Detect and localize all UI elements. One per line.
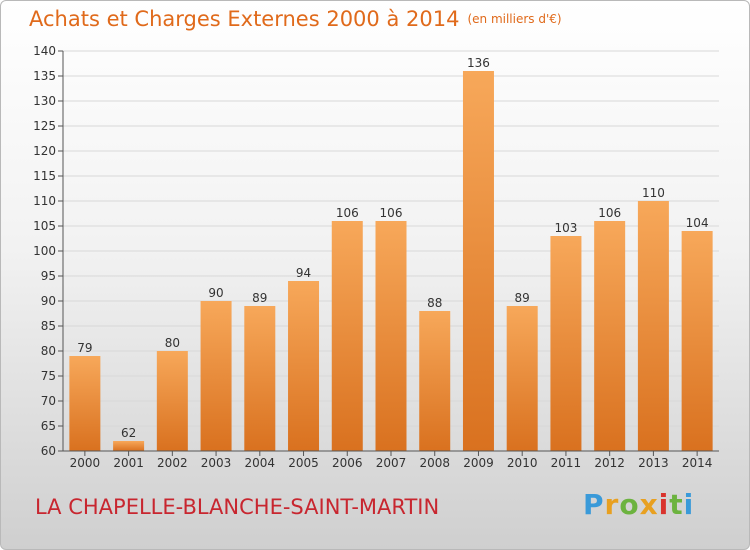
y-tick-label: 135 bbox=[33, 69, 56, 83]
x-tick-label-2000: 2000 bbox=[70, 456, 101, 470]
logo-letter: t bbox=[669, 488, 684, 521]
value-label-2013: 110 bbox=[642, 186, 665, 200]
x-tick-label-2008: 2008 bbox=[419, 456, 450, 470]
y-tick-label: 130 bbox=[33, 94, 56, 108]
y-tick-label: 95 bbox=[41, 269, 56, 283]
y-tick-label: 140 bbox=[33, 44, 56, 58]
x-tick-label-2012: 2012 bbox=[594, 456, 625, 470]
y-tick-label: 110 bbox=[33, 194, 56, 208]
y-tick-label: 75 bbox=[41, 369, 56, 383]
bar-2009 bbox=[462, 71, 494, 451]
x-tick-label-2011: 2011 bbox=[551, 456, 582, 470]
bar-2006 bbox=[331, 221, 363, 451]
x-tick-label-2013: 2013 bbox=[638, 456, 669, 470]
value-label-2008: 88 bbox=[427, 296, 442, 310]
x-tick-label-2003: 2003 bbox=[201, 456, 232, 470]
chart-title: Achats et Charges Externes 2000 à 2014 (e… bbox=[29, 7, 562, 31]
bar-2004 bbox=[244, 306, 276, 451]
y-tick-label: 90 bbox=[41, 294, 56, 308]
bar-2010 bbox=[506, 306, 538, 451]
bar-2001 bbox=[113, 441, 145, 451]
logo-letter: P bbox=[583, 488, 605, 521]
bar-layer: 79 62 80 90 89 94 106 106 88 136 89 103 106 110 104 bbox=[69, 56, 713, 451]
value-label-2009: 136 bbox=[467, 56, 490, 70]
x-tick-label-2001: 2001 bbox=[113, 456, 144, 470]
proxiti-logo[interactable]: Proxiti bbox=[583, 488, 694, 521]
value-label-2002: 80 bbox=[165, 336, 180, 350]
location-label: LA CHAPELLE-BLANCHE-SAINT-MARTIN bbox=[35, 495, 440, 519]
x-tick-label-2014: 2014 bbox=[682, 456, 713, 470]
x-tick-label-2004: 2004 bbox=[245, 456, 276, 470]
bar-2011 bbox=[550, 236, 582, 451]
bar-2007 bbox=[375, 221, 407, 451]
x-tick-label-2006: 2006 bbox=[332, 456, 363, 470]
bar-2012 bbox=[594, 221, 626, 451]
x-tick-label-2002: 2002 bbox=[157, 456, 188, 470]
logo-letter: o bbox=[619, 488, 640, 521]
y-tick-label: 120 bbox=[33, 144, 56, 158]
y-tick-label: 125 bbox=[33, 119, 56, 133]
logo-letter: i bbox=[658, 488, 670, 521]
bar-2013 bbox=[637, 201, 669, 451]
y-tick-label: 60 bbox=[41, 444, 56, 458]
y-tick-label: 80 bbox=[41, 344, 56, 358]
bar-2005 bbox=[288, 281, 320, 451]
x-tick-label-2009: 2009 bbox=[463, 456, 494, 470]
bar-2003 bbox=[200, 301, 232, 451]
value-label-2006: 106 bbox=[336, 206, 359, 220]
y-tick-label: 70 bbox=[41, 394, 56, 408]
value-label-2012: 106 bbox=[598, 206, 621, 220]
value-label-2014: 104 bbox=[686, 216, 709, 230]
y-tick-label: 115 bbox=[33, 169, 56, 183]
value-label-2010: 89 bbox=[515, 291, 530, 305]
logo-letter: r bbox=[604, 488, 620, 521]
value-label-2003: 90 bbox=[208, 286, 223, 300]
x-tick-label-2005: 2005 bbox=[288, 456, 319, 470]
y-tick-label: 65 bbox=[41, 419, 56, 433]
x-tick-label-2007: 2007 bbox=[376, 456, 407, 470]
bar-2014 bbox=[681, 231, 713, 451]
value-label-2004: 89 bbox=[252, 291, 267, 305]
bar-2002 bbox=[156, 351, 188, 451]
value-label-2000: 79 bbox=[77, 341, 92, 355]
unit-note: (en milliers d'€) bbox=[467, 12, 562, 26]
x-tick-label-2010: 2010 bbox=[507, 456, 538, 470]
value-label-2005: 94 bbox=[296, 266, 311, 280]
value-label-2001: 62 bbox=[121, 426, 136, 440]
bar-2000 bbox=[69, 356, 101, 451]
logo-letter: x bbox=[639, 488, 659, 521]
value-label-2011: 103 bbox=[554, 221, 577, 235]
axis-layer: 60 65 70 75 80 85 90 95 100 105 110 115 120 125 130 135… bbox=[33, 44, 719, 470]
bar-2008 bbox=[419, 311, 451, 451]
chart-title-text: Achats et Charges Externes 2000 à 2014 bbox=[29, 7, 460, 31]
value-label-2007: 106 bbox=[380, 206, 403, 220]
y-tick-label: 85 bbox=[41, 319, 56, 333]
y-tick-label: 105 bbox=[33, 219, 56, 233]
y-tick-label: 100 bbox=[33, 244, 56, 258]
logo-letter: i bbox=[683, 488, 695, 521]
